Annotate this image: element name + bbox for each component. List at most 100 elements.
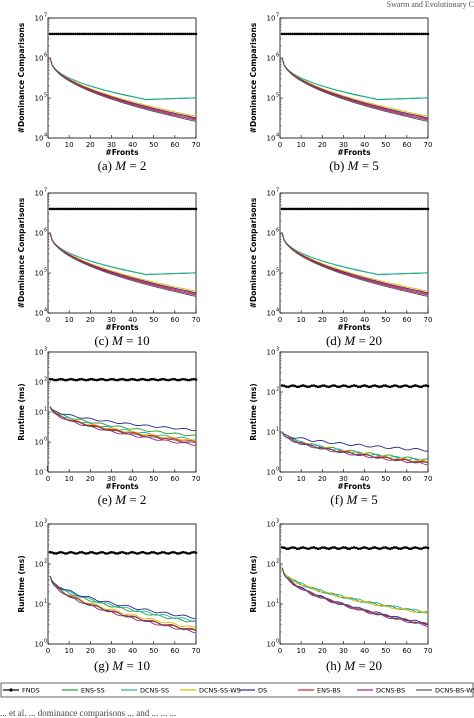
fnds-marker xyxy=(378,547,381,551)
fnds-marker xyxy=(86,32,90,36)
fnds-marker xyxy=(86,207,90,211)
y-tick-label: 10 xyxy=(267,561,276,569)
fnds-marker xyxy=(329,546,333,550)
fnds-marker xyxy=(331,384,335,387)
fnds-marker xyxy=(120,207,124,211)
y-axis-label: Runtime (ms) xyxy=(17,555,26,612)
legend-label: ENS-SS xyxy=(81,687,105,695)
y-tick-exponent: 5 xyxy=(276,93,279,99)
fnds-marker xyxy=(384,384,388,387)
fnds-marker xyxy=(86,551,90,555)
fnds-marker xyxy=(401,384,404,388)
fnds-marker xyxy=(74,207,77,211)
fnds-marker xyxy=(403,384,407,387)
fnds-marker xyxy=(76,551,79,555)
fnds-marker xyxy=(108,378,111,381)
fnds-marker xyxy=(97,551,101,555)
fnds-marker xyxy=(426,546,430,550)
fnds-marker xyxy=(373,32,377,36)
fnds-marker xyxy=(291,546,294,549)
fnds-marker xyxy=(146,32,149,36)
fnds-marker xyxy=(105,207,109,211)
fnds-marker xyxy=(91,207,94,211)
fnds-marker xyxy=(405,384,409,388)
fnds-marker xyxy=(114,32,117,36)
fnds-marker xyxy=(105,552,109,555)
legend-label: ENS-BS xyxy=(317,687,341,695)
legend: FNDS ENS-SS DCNS-SS DCNS-SS-WS DS ENS-BS DCNS-… xyxy=(0,682,474,698)
caption-variable: M xyxy=(114,492,129,507)
fnds-marker xyxy=(361,546,364,550)
fnds-marker xyxy=(192,207,196,211)
fnds-marker xyxy=(112,551,115,554)
series-line-ens-bs xyxy=(281,431,429,464)
x-tick-label: 10 xyxy=(65,475,74,483)
y-tick-exponent: 3 xyxy=(276,347,279,353)
fnds-marker xyxy=(420,547,423,550)
fnds-marker xyxy=(405,207,409,211)
fnds-marker xyxy=(420,32,423,36)
fnds-marker xyxy=(53,378,56,382)
fnds-marker xyxy=(337,547,341,551)
series-line-dcns-ss-ws xyxy=(281,232,429,292)
y-tick-label: 10 xyxy=(35,230,44,238)
y-tick-label: 10 xyxy=(267,389,276,397)
x-tick-label: 40 xyxy=(128,316,137,324)
caption-a: (a) M = 2 xyxy=(98,158,147,173)
fnds-marker xyxy=(129,551,132,554)
fnds-marker xyxy=(67,207,71,211)
fnds-marker xyxy=(306,547,309,551)
y-tick-exponent: 1 xyxy=(276,427,279,433)
fnds-marker xyxy=(361,384,364,388)
y-axis-label: Runtime (ms) xyxy=(249,383,258,440)
fnds-marker xyxy=(88,377,92,381)
fnds-marker xyxy=(350,546,354,550)
series-line-ens-bs xyxy=(281,232,429,295)
fnds-marker xyxy=(156,32,160,36)
fnds-marker xyxy=(340,546,343,550)
fnds-marker xyxy=(401,546,404,550)
fnds-marker xyxy=(97,32,101,36)
x-tick-label: 60 xyxy=(170,647,179,655)
fnds-marker xyxy=(188,378,191,382)
fnds-marker xyxy=(116,378,120,382)
x-tick-label: 20 xyxy=(86,475,95,483)
fnds-marker xyxy=(293,384,297,388)
fnds-marker xyxy=(118,207,122,211)
fnds-marker xyxy=(340,32,343,36)
legend-label: DCNS-SS-WS xyxy=(199,687,241,695)
fnds-marker xyxy=(314,384,318,388)
fnds-marker xyxy=(69,32,73,36)
fnds-marker xyxy=(327,32,330,36)
fnds-marker xyxy=(124,207,128,211)
fnds-marker xyxy=(173,551,177,554)
caption-value: = 5 xyxy=(361,492,378,507)
y-tick-exponent: 2 xyxy=(276,387,279,393)
fnds-marker xyxy=(424,546,428,549)
fnds-marker xyxy=(76,32,79,36)
fnds-marker xyxy=(48,207,52,211)
fnds-marker xyxy=(82,32,86,36)
fnds-marker xyxy=(346,207,349,211)
series-line-dcns-ss-ws xyxy=(49,57,197,117)
fnds-marker xyxy=(59,32,62,36)
fnds-marker xyxy=(76,207,79,211)
fnds-marker xyxy=(348,385,352,389)
fnds-marker xyxy=(160,377,164,381)
fnds-marker xyxy=(84,207,88,211)
series-line-ens-bs xyxy=(49,406,197,443)
fnds-marker xyxy=(55,378,58,382)
fnds-marker xyxy=(394,384,398,387)
x-tick-label: 20 xyxy=(318,141,327,149)
fnds-marker xyxy=(116,32,120,36)
fnds-marker xyxy=(152,377,156,381)
fnds-marker xyxy=(169,32,172,36)
fnds-marker xyxy=(110,32,113,36)
fnds-marker xyxy=(418,32,421,36)
x-tick-label: 70 xyxy=(192,647,201,655)
fnds-marker xyxy=(143,32,147,36)
fnds-marker xyxy=(139,551,143,554)
fnds-marker xyxy=(375,207,379,211)
x-tick-label: 40 xyxy=(360,475,369,483)
x-tick-label: 20 xyxy=(86,647,95,655)
